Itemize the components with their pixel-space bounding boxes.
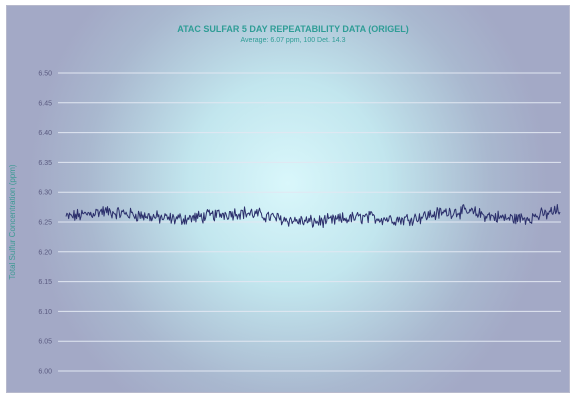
series-layer bbox=[65, 204, 561, 228]
y-tick-label: 6.00 bbox=[38, 369, 52, 376]
y-tick-label: 6.10 bbox=[38, 309, 52, 316]
y-tick-label: 6.35 bbox=[38, 160, 52, 167]
y-tick-label: 6.45 bbox=[38, 100, 52, 107]
chart-panel bbox=[6, 5, 570, 393]
y-tick-label: 6.30 bbox=[38, 190, 52, 197]
y-axis-label: Total Sulfur Concentration (ppm) bbox=[8, 164, 17, 280]
y-tick-label: 6.20 bbox=[38, 249, 52, 256]
y-tick-labels: 6.50 6.45 6.40 6.35 6.30 6.25 6.20 6.15 6.10 6.05… bbox=[38, 71, 52, 376]
y-tick-label: 6.15 bbox=[38, 279, 52, 286]
y-tick-label: 6.40 bbox=[38, 130, 52, 137]
chart-subtitle: Average: 6.07 ppm, 100 Det. 14.3 bbox=[241, 37, 346, 44]
y-tick-label: 6.05 bbox=[38, 339, 52, 346]
y-tick-label: 6.25 bbox=[38, 220, 52, 227]
series-line bbox=[65, 204, 561, 228]
y-tick-label: 6.50 bbox=[38, 71, 52, 78]
chart-title: ATAC SULFAR 5 DAY REPEATABILITY DATA (OR… bbox=[177, 24, 409, 34]
grid-lines bbox=[58, 72, 561, 372]
